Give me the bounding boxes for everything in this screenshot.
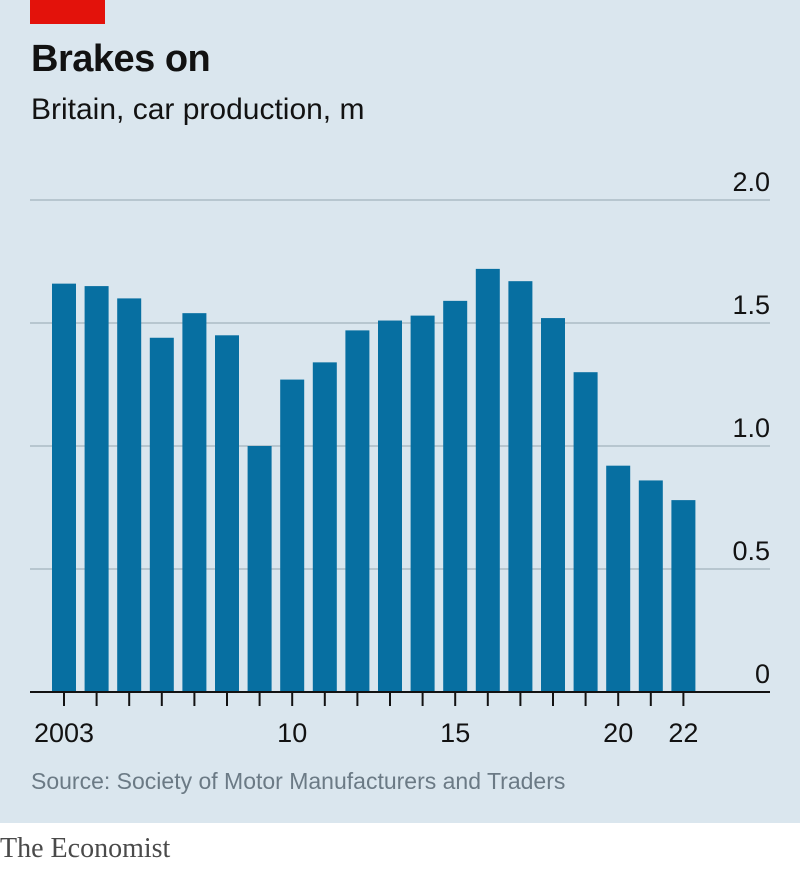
chart-subtitle: Britain, car production, m [31,93,365,126]
bar-2011 [312,362,337,692]
bar-2019 [573,372,598,692]
bar-2016 [475,268,500,692]
bar-2015 [443,300,468,692]
publisher-logo: The Economist [0,833,171,864]
bar-2014 [410,315,435,692]
bar-2010 [280,379,305,692]
tick-labels: 0 0.5 1.0 1.5 2.0 2003 10 15 20 22 [34,167,770,748]
x-tick-label-2003: 2003 [34,718,94,748]
source-note: Source: Society of Motor Manufacturers a… [31,768,566,794]
y-tick-label-0: 0 [755,659,770,689]
bar-2009 [247,446,272,692]
bar-chart: 0 0.5 1.0 1.5 2.0 2003 10 15 20 22 [30,167,770,748]
chart-title: Brakes on [31,38,211,80]
bars [52,268,696,692]
brand-accent-bar [30,0,105,24]
bar-2017 [508,281,533,692]
x-tick-label-2020: 20 [603,718,633,748]
y-tick-label-1.5: 1.5 [732,290,770,320]
bar-2003 [52,283,76,692]
x-tick-label-2022: 22 [668,718,698,748]
bar-2004 [84,286,109,692]
bar-2018 [541,318,565,692]
y-tick-label-0.5: 0.5 [732,536,770,566]
bar-2020 [606,465,631,692]
y-tick-label-2.0: 2.0 [732,167,770,197]
x-tick-label-2010: 10 [277,718,307,748]
bar-2008 [215,335,239,692]
bar-2021 [638,480,663,692]
x-axis [30,691,770,706]
y-tick-label-1.0: 1.0 [732,413,770,443]
bar-2012 [345,330,370,692]
bar-2022 [671,500,696,692]
bar-2013 [378,320,402,692]
bar-2005 [117,298,142,692]
x-tick-label-2015: 15 [440,718,470,748]
bar-2006 [149,337,174,692]
bar-2007 [182,313,207,692]
